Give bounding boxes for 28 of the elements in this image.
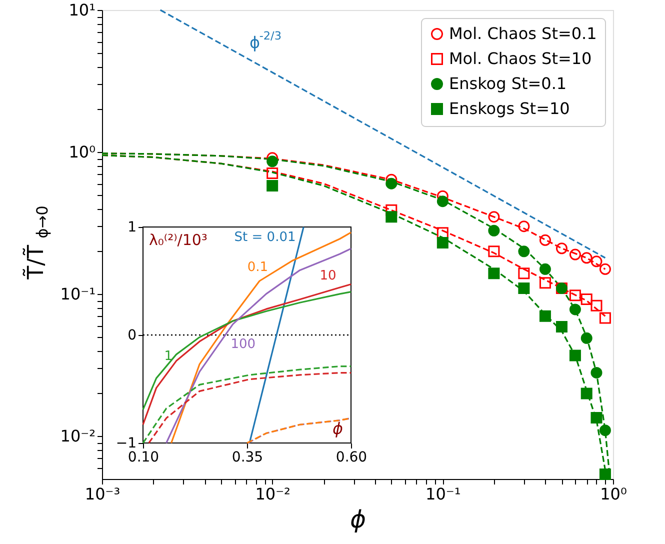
legend-label: Enskogs St=10: [449, 99, 570, 118]
x-tick-label: 10⁰: [600, 484, 627, 504]
series-label: 1: [164, 349, 173, 364]
series-label: 10: [320, 268, 336, 284]
series-label: St = 0.01: [234, 230, 296, 245]
y-axis-title: λ₀⁽²⁾/10³: [149, 231, 208, 249]
x-axis-title: ϕ: [332, 419, 344, 438]
series-label: 0.1: [247, 260, 268, 275]
series-label: 100: [230, 337, 256, 352]
y-tick-label: −1: [116, 436, 136, 452]
y-tick-label: 10⁻¹: [60, 284, 96, 304]
legend-label: Enskog St=0.1: [449, 74, 567, 93]
legend-label: Mol. Chaos St=10: [449, 49, 592, 68]
y-tick-label: 0: [128, 328, 136, 344]
x-tick-label: 0.10: [128, 450, 160, 466]
y-axis-title: T̃/T̃ϕ→0: [22, 206, 52, 280]
y-tick-label: 10⁻²: [60, 426, 96, 446]
y-tick-label: 1: [128, 220, 136, 236]
x-tick-label: 10⁻¹: [426, 484, 461, 504]
line-series: [142, 291, 352, 410]
x-tick-label: 0.35: [232, 450, 264, 466]
x-tick-label: 10⁻²: [255, 484, 290, 504]
x-tick-label: 10⁻³: [84, 484, 120, 504]
y-tick-label: 10⁰: [68, 142, 96, 162]
y-tick-label: 10¹: [68, 0, 96, 20]
x-tick-label: 0.60: [336, 450, 368, 466]
x-axis-title: ϕ: [350, 506, 366, 534]
legend-label: Mol. Chaos St=0.1: [449, 24, 597, 43]
